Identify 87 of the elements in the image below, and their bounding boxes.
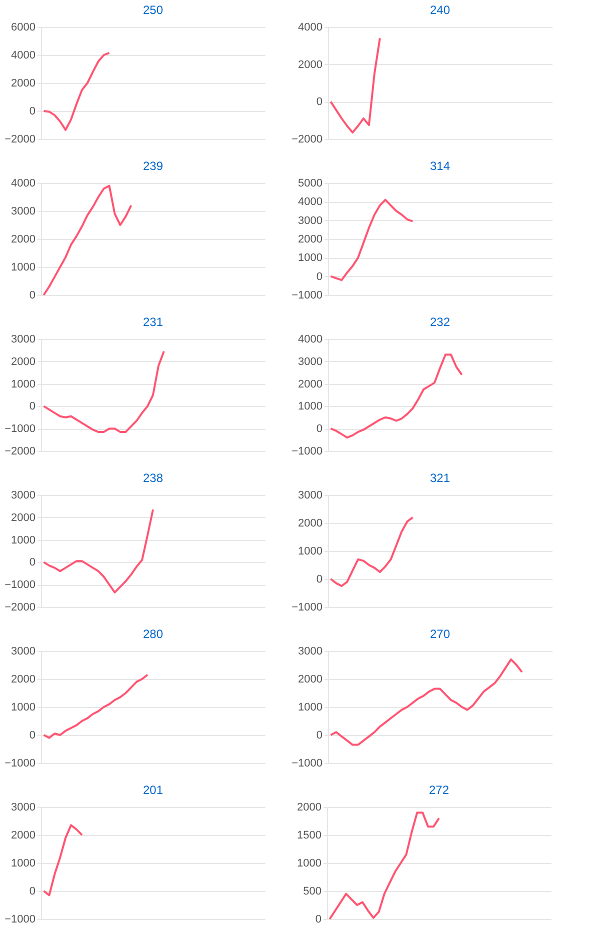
y-tick-label: 0 [316, 270, 322, 283]
chart-title: 272 [428, 783, 450, 797]
y-tick-label: 500 [303, 886, 322, 898]
y-tick-label: 2000 [11, 512, 36, 524]
y-tick-label: 3000 [11, 802, 36, 814]
y-tick-label: 2000 [298, 234, 322, 246]
y-tick-label: −2000 [4, 602, 36, 614]
line-series [330, 516, 414, 587]
chart-title: 250 [142, 3, 164, 17]
line-series [330, 658, 523, 746]
line-series [330, 354, 463, 439]
y-tick-label: −1000 [292, 446, 322, 458]
chart-title: 231 [142, 315, 164, 329]
line-series [330, 37, 381, 134]
y-tick-label: 2000 [298, 58, 322, 71]
y-tick-label: 2000 [11, 356, 36, 368]
y-tick-label: 1000 [11, 378, 36, 390]
y-tick-label: 0 [316, 96, 322, 108]
y-tick-label: 2000 [297, 802, 322, 814]
y-tick-label: −2000 [4, 446, 36, 458]
y-tick-label: 3000 [298, 214, 322, 227]
y-tick-label: 0 [316, 574, 322, 586]
y-tick-label: 0 [29, 886, 36, 898]
y-tick-label: −1000 [4, 423, 36, 436]
y-tick-label: 0 [29, 106, 36, 118]
chart-title: 239 [142, 159, 164, 173]
y-tick-label: 4000 [298, 334, 322, 346]
line-series [42, 824, 83, 896]
line-series [328, 812, 440, 920]
y-tick-label: 0 [316, 730, 322, 742]
y-tick-label: 1000 [11, 702, 36, 714]
y-tick-label: −1000 [292, 602, 322, 614]
y-tick-label: −1000 [292, 290, 322, 302]
line-series [42, 350, 165, 433]
y-tick-label: 3000 [298, 646, 322, 658]
y-tick-label: −1000 [4, 579, 36, 592]
chart-title: 321 [430, 471, 450, 485]
y-tick-label: 3000 [11, 206, 36, 218]
y-tick-label: 1500 [297, 830, 322, 842]
y-tick-label: 3000 [298, 490, 322, 502]
y-tick-label: 3000 [11, 490, 36, 502]
chart-title: 314 [430, 159, 450, 173]
y-tick-label: 0 [29, 556, 36, 569]
y-tick-label: 2000 [298, 378, 322, 390]
y-tick-label: −1000 [4, 914, 36, 926]
y-tick-label: 0 [29, 400, 36, 413]
y-tick-label: 1000 [297, 858, 322, 870]
chart-title: 232 [430, 315, 450, 329]
chart-title: 270 [430, 627, 450, 641]
line-series [330, 198, 414, 282]
chart-title: 280 [142, 627, 164, 641]
y-tick-label: 4000 [11, 50, 36, 62]
line-series [42, 508, 154, 594]
y-tick-label: 2000 [298, 518, 322, 530]
y-tick-label: 1000 [11, 858, 36, 870]
y-tick-label: 1000 [298, 702, 322, 714]
y-tick-label: 2000 [11, 234, 36, 246]
y-tick-label: 0 [29, 290, 36, 302]
y-tick-label: 0 [316, 423, 322, 436]
y-tick-label: −1000 [292, 758, 322, 770]
y-tick-label: 1000 [298, 252, 322, 264]
y-tick-label: 2000 [11, 830, 36, 842]
y-tick-label: 3000 [11, 334, 36, 346]
chart-title: 201 [142, 783, 164, 797]
y-tick-label: 1000 [298, 400, 322, 413]
y-tick-label: 1000 [298, 546, 322, 558]
y-tick-label: 3000 [298, 356, 322, 368]
y-tick-label: 2000 [298, 674, 322, 686]
y-tick-label: 4000 [298, 196, 322, 208]
y-tick-label: 4000 [11, 178, 36, 190]
y-tick-label: −2000 [4, 134, 36, 146]
y-tick-label: 0 [315, 914, 322, 926]
y-tick-label: 4000 [298, 22, 322, 34]
y-tick-label: 1000 [11, 534, 36, 546]
y-tick-label: −2000 [292, 134, 322, 146]
chart-title: 240 [430, 3, 450, 17]
y-tick-label: 5000 [298, 178, 322, 190]
y-tick-label: 0 [29, 730, 36, 742]
line-series [42, 674, 149, 739]
y-tick-label: 6000 [11, 22, 36, 34]
chart-title: 238 [142, 471, 164, 485]
y-tick-label: 2000 [11, 674, 36, 686]
y-tick-label: −1000 [4, 758, 36, 770]
y-tick-label: 3000 [11, 646, 36, 658]
y-tick-label: 2000 [11, 78, 36, 90]
line-series [42, 52, 110, 131]
y-tick-label: 1000 [11, 262, 36, 274]
